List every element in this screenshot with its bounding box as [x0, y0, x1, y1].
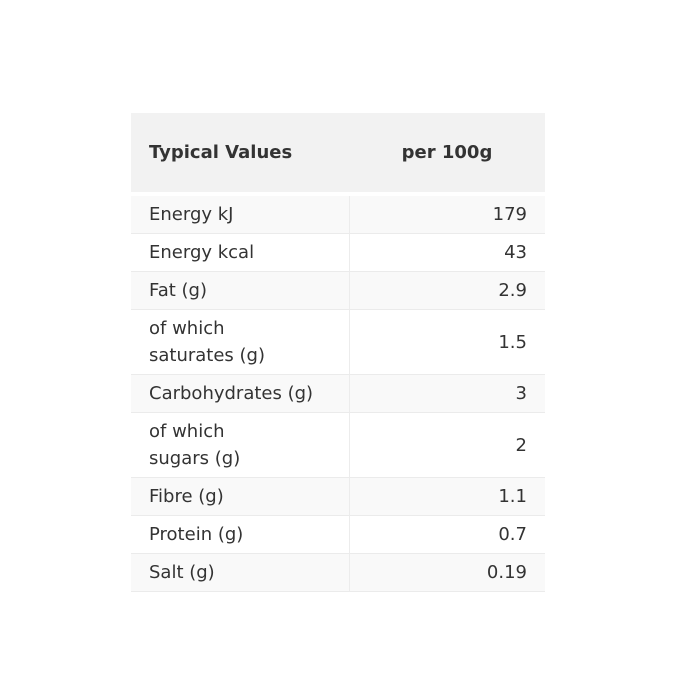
header-typical-values: Typical Values — [131, 113, 349, 196]
row-value: 2.9 — [349, 271, 545, 310]
row-label: Fibre (g) — [131, 477, 350, 516]
header-per-100g: per 100g — [349, 113, 545, 196]
row-label: Carbohydrates (g) — [131, 374, 350, 413]
table-row: of which sugars (g) 2 — [131, 412, 545, 478]
row-label: of which sugars (g) — [131, 412, 350, 478]
row-value: 2 — [349, 412, 545, 478]
row-value: 0.19 — [349, 553, 545, 592]
table-row: Carbohydrates (g) 3 — [131, 374, 545, 413]
nutrition-table-head: Typical Values per 100g — [131, 113, 545, 196]
row-label: Energy kJ — [131, 194, 350, 234]
row-value: 1.1 — [349, 477, 545, 516]
row-value: 1.5 — [349, 309, 545, 375]
table-body: Energy kJ 179 Energy kcal 43 Fat (g) 2.9 of wh… — [131, 194, 545, 592]
table-row: of which saturates (g) 1.5 — [131, 309, 545, 375]
row-label: of which saturates (g) — [131, 309, 350, 375]
row-value: 43 — [349, 233, 545, 272]
table-header-row: Typical Values per 100g — [131, 113, 545, 196]
table-row: Protein (g) 0.7 — [131, 515, 545, 554]
table-row: Fat (g) 2.9 — [131, 271, 545, 310]
row-value: 179 — [349, 194, 545, 234]
row-label: Fat (g) — [131, 271, 350, 310]
table-row: Fibre (g) 1.1 — [131, 477, 545, 516]
row-label: Energy kcal — [131, 233, 350, 272]
table-row: Energy kcal 43 — [131, 233, 545, 272]
row-value: 3 — [349, 374, 545, 413]
row-label: Salt (g) — [131, 553, 350, 592]
nutrition-table: Typical Values per 100g Energy kJ 179 Ener… — [131, 113, 545, 592]
table-row: Salt (g) 0.19 — [131, 553, 545, 592]
row-value: 0.7 — [349, 515, 545, 554]
table-row: Energy kJ 179 — [131, 194, 545, 234]
row-label: Protein (g) — [131, 515, 350, 554]
